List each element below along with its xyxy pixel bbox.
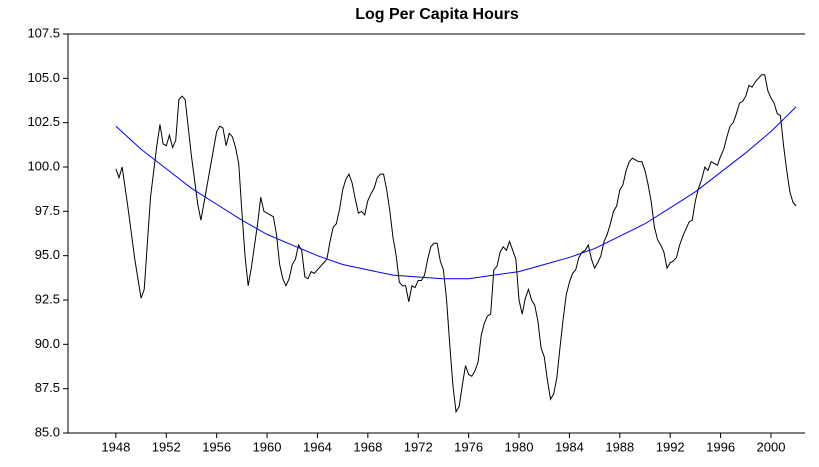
- x-tick-label: 2000: [757, 439, 786, 454]
- x-tick-label: 1992: [656, 439, 685, 454]
- x-tick-label: 1968: [353, 439, 382, 454]
- series-line: [115, 106, 797, 280]
- y-tick-label: 95.0: [35, 247, 60, 262]
- chart-title: Log Per Capita Hours: [355, 6, 519, 23]
- x-tick-label: 1996: [706, 439, 735, 454]
- y-tick-label: 100.0: [27, 158, 60, 173]
- y-tick-label: 105.0: [27, 70, 60, 85]
- y-tick-label: 97.5: [35, 203, 60, 218]
- y-tick-label: 102.5: [27, 114, 60, 129]
- y-tick-label: 85.0: [35, 424, 60, 439]
- series-line: [115, 74, 797, 414]
- x-tick-label: 1964: [303, 439, 332, 454]
- x-tick-label: 1960: [253, 439, 282, 454]
- x-tick-label: 1952: [152, 439, 181, 454]
- x-tick-label: 1948: [101, 439, 130, 454]
- x-tick-label: 1976: [454, 439, 483, 454]
- y-tick-label: 90.0: [35, 336, 60, 351]
- y-tick-label: 107.5: [27, 25, 60, 40]
- x-tick-label: 1956: [202, 439, 231, 454]
- x-tick-label: 1972: [404, 439, 433, 454]
- y-tick-label: 92.5: [35, 291, 60, 306]
- x-tick-label: 1980: [505, 439, 534, 454]
- y-tick-label: 87.5: [35, 380, 60, 395]
- x-tick-label: 1988: [605, 439, 634, 454]
- x-tick-label: 1984: [555, 439, 584, 454]
